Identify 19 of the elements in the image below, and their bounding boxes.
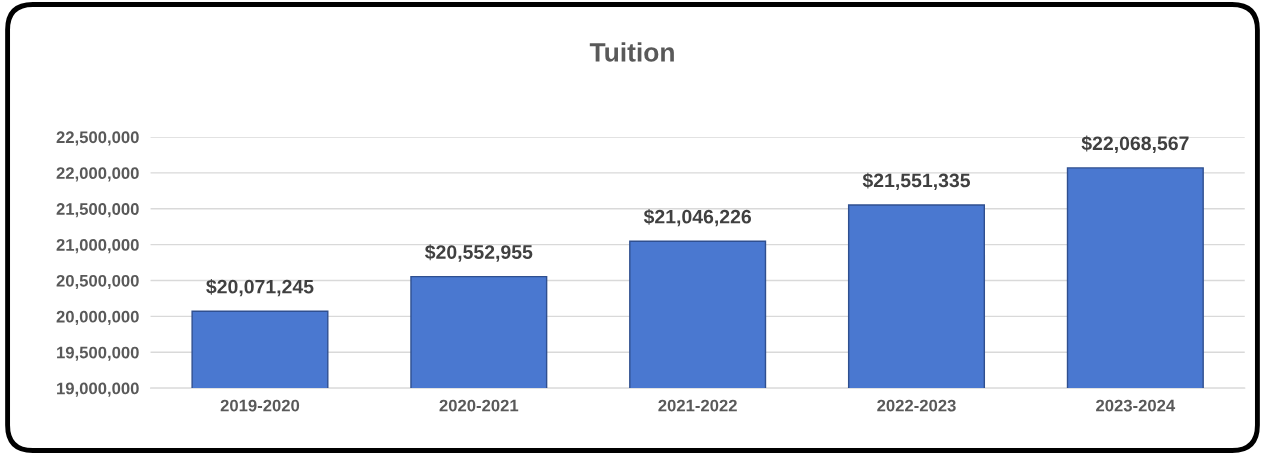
- x-tick-label: 2020-2021: [439, 399, 519, 412]
- data-label: $20,552,955: [425, 244, 533, 262]
- data-label: $21,551,335: [862, 172, 971, 191]
- x-tick-label: 2022-2023: [877, 399, 956, 412]
- y-tick-label: 20,000,000: [56, 310, 139, 325]
- y-tick-label: 21,000,000: [56, 239, 139, 254]
- y-tick-label: 19,500,000: [57, 346, 139, 361]
- y-tick-label: 19,000,000: [57, 382, 139, 397]
- x-tick-label: 2021-2022: [658, 399, 737, 412]
- data-label: $20,071,245: [206, 278, 314, 297]
- y-tick-label: 22,000,000: [56, 167, 139, 182]
- x-tick-label: 2023-2024: [1096, 399, 1176, 412]
- y-tick-label: 21,500,000: [56, 203, 139, 218]
- x-tick-label: 2019-2020: [220, 399, 300, 412]
- chart-title: Tuition: [589, 42, 674, 62]
- y-tick-label: 20,500,000: [56, 274, 139, 290]
- data-label: $21,046,226: [643, 208, 752, 227]
- data-label: $22,068,567: [1081, 135, 1189, 153]
- y-tick-label: 22,500,000: [56, 131, 139, 146]
